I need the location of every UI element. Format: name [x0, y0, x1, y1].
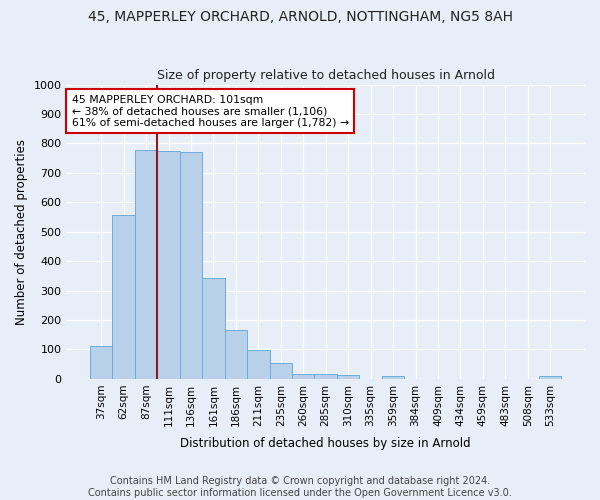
Bar [90, 346, 112, 379]
Title: Size of property relative to detached houses in Arnold: Size of property relative to detached ho… [157, 69, 495, 82]
Bar [269, 364, 292, 379]
Bar [157, 152, 180, 379]
Bar [202, 278, 224, 379]
Bar [292, 374, 314, 379]
Y-axis label: Number of detached properties: Number of detached properties [15, 138, 28, 324]
Bar [337, 375, 359, 379]
Bar [135, 150, 157, 379]
Bar [247, 350, 269, 379]
Text: 45 MAPPERLEY ORCHARD: 101sqm
← 38% of detached houses are smaller (1,106)
61% of: 45 MAPPERLEY ORCHARD: 101sqm ← 38% of de… [71, 95, 349, 128]
Bar [112, 215, 135, 379]
Bar [382, 376, 404, 379]
Bar [224, 330, 247, 379]
Bar [539, 376, 562, 379]
Bar [314, 374, 337, 379]
Text: Contains HM Land Registry data © Crown copyright and database right 2024.
Contai: Contains HM Land Registry data © Crown c… [88, 476, 512, 498]
Text: 45, MAPPERLEY ORCHARD, ARNOLD, NOTTINGHAM, NG5 8AH: 45, MAPPERLEY ORCHARD, ARNOLD, NOTTINGHA… [88, 10, 512, 24]
Bar [180, 152, 202, 379]
X-axis label: Distribution of detached houses by size in Arnold: Distribution of detached houses by size … [181, 437, 471, 450]
